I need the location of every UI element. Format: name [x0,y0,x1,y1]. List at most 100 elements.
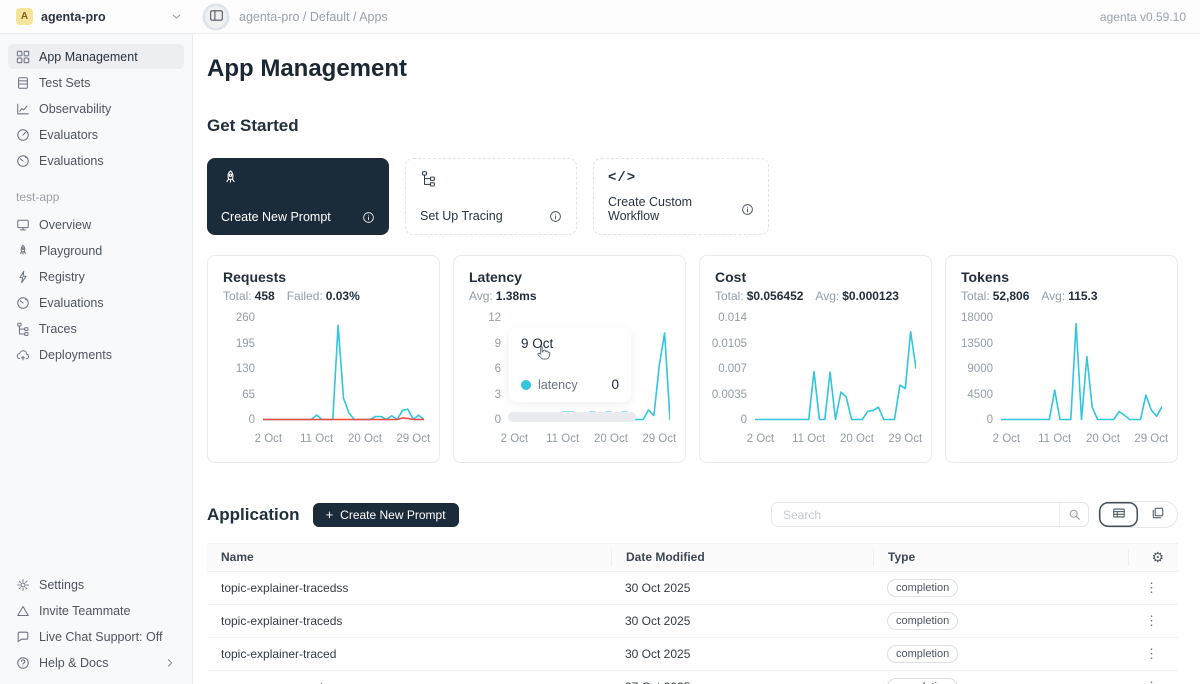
tokens-line-chart[interactable] [1001,319,1162,421]
app-name[interactable]: topic-explainer-traced [207,647,611,661]
table-row[interactable]: topic-explainer-traced 30 Oct 2025 compl… [207,638,1178,671]
x-axis: 2 Oct11 Oct20 Oct29 Oct [509,433,670,447]
date-modified: 30 Oct 2025 [611,614,873,628]
sidebar-item-label: Invite Teammate [39,604,130,618]
applications-table: Name Date Modified Type ⚙ topic-explaine… [207,543,1178,684]
cost-line-chart[interactable] [755,319,916,421]
row-menu-button[interactable]: ⋮ [1128,646,1178,662]
row-menu-button[interactable]: ⋮ [1128,580,1178,596]
sidebar-item-label: Playground [39,244,102,258]
sidebar-item-label: Test Sets [39,76,90,90]
sidebar-item-invite-teammate[interactable]: Invite Teammate [8,598,184,623]
chart-stats: Total:52,806Avg:115.3 [961,289,1162,303]
sidebar-item-test-sets[interactable]: Test Sets [8,70,184,95]
card-label: Create Custom Workflow [608,195,741,223]
set-up-tracing-card[interactable]: Set Up Tracing [405,158,577,235]
table-view-button[interactable] [1099,502,1138,527]
chart-stat: Failed:0.03% [287,289,360,303]
y-axis: 129630 [469,312,509,426]
chart-title: Tokens [961,269,1162,285]
chevron-right-icon [164,657,176,669]
tokens-chart-card: Tokens Total:52,806Avg:115.3 18000135009… [945,255,1178,463]
card-label: Set Up Tracing [420,209,503,223]
sidebar: App Management Test Sets Observability E… [0,34,193,684]
create-new-prompt-card[interactable]: Create New Prompt [207,158,389,235]
sidebar-item-playground[interactable]: Playground [8,238,184,263]
info-icon[interactable] [741,203,754,216]
workspace-name: agenta-pro [41,10,162,24]
sidebar-item-label: Deployments [39,348,112,362]
page-title: App Management [207,55,1178,83]
application-heading: Application [207,505,300,525]
type-badge: completion [887,579,958,597]
sidebar-item-evaluations[interactable]: Evaluations [8,148,184,173]
create-new-prompt-button[interactable]: + Create New Prompt [313,503,459,527]
sidebar-item-live-chat-support[interactable]: Live Chat Support: Off [8,624,184,649]
search-icon[interactable] [1059,503,1088,526]
x-axis: 2 Oct11 Oct20 Oct29 Oct [755,433,916,447]
table-header: Name Date Modified Type ⚙ [207,543,1178,572]
app-name[interactable]: topic-explainer-tracedss [207,581,611,595]
sidebar-item-label: App Management [39,50,138,64]
view-toggle [1098,501,1178,528]
code-icon: </> [608,170,754,186]
type-badge: completion [887,678,958,684]
plus-icon: + [326,507,334,522]
sidebar-item-evaluators[interactable]: Evaluators [8,122,184,147]
triangle-icon [16,604,30,618]
chart-stats: Total:$0.056452 Avg:$0.000123 [715,289,916,303]
get-started-heading: Get Started [207,116,1178,136]
app-version: agenta v0.59.10 [1100,10,1186,24]
row-menu-button[interactable]: ⋮ [1128,613,1178,629]
sidebar-toggle-button[interactable] [205,6,227,28]
x-axis: 2 Oct11 Oct20 Oct29 Oct [263,433,424,447]
y-axis: 0.0140.01050.0070.00350 [715,312,755,426]
gear-icon [16,578,30,592]
column-settings-gear-icon[interactable]: ⚙ [1151,549,1164,566]
type-badge: completion [887,645,958,663]
app-name[interactable]: career-assessment [207,680,611,684]
column-name[interactable]: Name [207,549,611,566]
table-row[interactable]: topic-explainer-tracedss 30 Oct 2025 com… [207,572,1178,605]
chevron-down-icon [170,10,183,23]
top-bar: A agenta-pro agenta-pro / Default / Apps… [0,0,1200,34]
table-row[interactable]: career-assessment 27 Oct 2025 completion… [207,671,1178,684]
sidebar-item-observability[interactable]: Observability [8,96,184,121]
sidebar-item-app-evaluations[interactable]: Evaluations [8,290,184,315]
column-date-modified[interactable]: Date Modified [611,549,873,566]
sidebar-item-label: Evaluations [39,296,104,310]
monitor-icon [16,218,30,232]
workspace-selector[interactable]: A agenta-pro [0,8,193,25]
search-input[interactable] [772,503,1059,526]
column-type[interactable]: Type [873,549,1128,566]
chart-stats: Avg:1.38ms [469,289,670,303]
grid-icon [16,50,30,64]
sidebar-item-label: Traces [39,322,77,336]
row-menu-button[interactable]: ⋮ [1128,679,1178,684]
requests-line-chart[interactable] [263,319,424,421]
info-icon[interactable] [362,211,375,224]
sidebar-item-label: Help & Docs [39,656,155,670]
info-icon[interactable] [549,210,562,223]
chat-bubble-icon [16,630,30,644]
sidebar-item-help-docs[interactable]: Help & Docs [8,650,184,675]
card-view-button[interactable] [1138,502,1177,527]
sidebar-item-registry[interactable]: Registry [8,264,184,289]
table-row[interactable]: topic-explainer-traceds 30 Oct 2025 comp… [207,605,1178,638]
chart-stat: Avg:$0.000123 [815,289,899,303]
sidebar-item-overview[interactable]: Overview [8,212,184,237]
sidebar-item-deployments[interactable]: Deployments [8,342,184,367]
sidebar-item-traces[interactable]: Traces [8,316,184,341]
get-started-cards: Create New Prompt Set Up Tracing </> Cre… [207,158,1178,235]
app-name[interactable]: topic-explainer-traceds [207,614,611,628]
tooltip-series-label: latency [538,378,604,392]
sidebar-item-settings[interactable]: Settings [8,572,184,597]
sidebar-section-test-app: test-app [0,174,192,212]
sidebar-item-label: Observability [39,102,111,116]
chart-stat: Total:$0.056452 [715,289,803,303]
create-custom-workflow-card[interactable]: </> Create Custom Workflow [593,158,769,235]
y-axis: 1800013500900045000 [961,312,1001,426]
workspace-avatar: A [16,8,33,25]
sidebar-item-app-management[interactable]: App Management [8,44,184,69]
card-view-icon [1151,506,1165,523]
